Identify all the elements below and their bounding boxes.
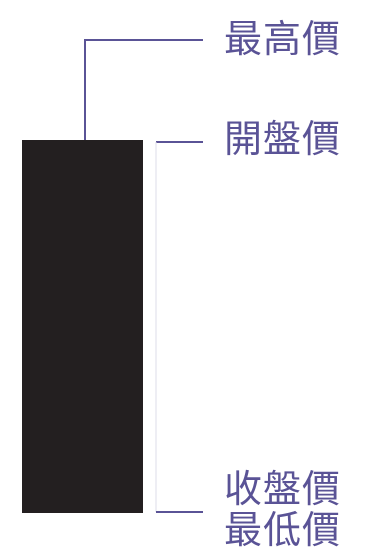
high-price-label: 最高價 [224,17,342,61]
low-price-label: 最低價 [224,508,342,552]
open-price-label: 開盤價 [224,117,342,161]
candle-body [22,140,143,513]
high-wick-line [84,39,203,140]
close-price-label: 收盤價 [224,467,342,511]
